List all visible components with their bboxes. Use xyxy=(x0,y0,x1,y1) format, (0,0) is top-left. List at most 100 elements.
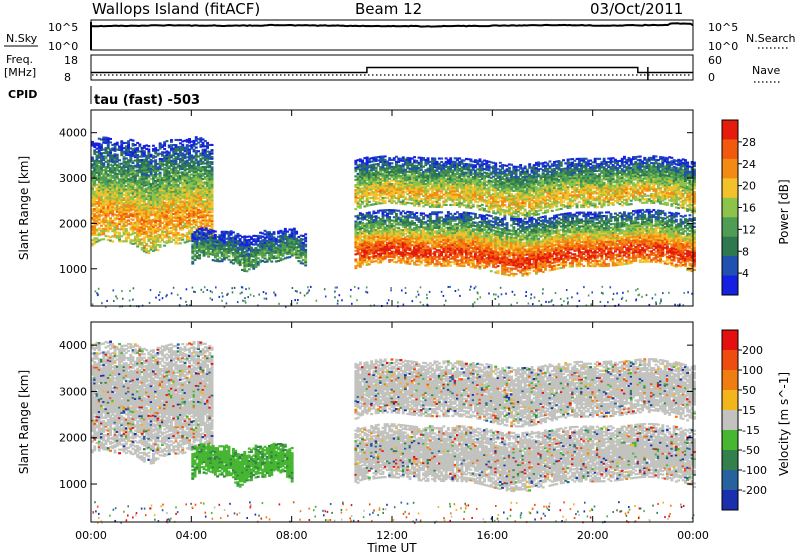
heatmap-cell xyxy=(172,171,176,174)
heatmap-cell xyxy=(172,228,176,231)
heatmap-cell xyxy=(115,148,119,151)
heatmap-cell xyxy=(91,239,94,242)
heatmap-cell xyxy=(203,219,207,222)
heatmap-cell xyxy=(140,233,144,236)
heatmap-cell xyxy=(163,230,167,233)
heatmap-cell xyxy=(124,221,128,224)
heatmap-cell xyxy=(176,197,180,200)
heatmap-cell xyxy=(120,197,124,200)
heatmap-cell xyxy=(386,226,389,229)
heatmap-cell xyxy=(181,204,185,207)
heatmap-cell xyxy=(152,182,155,185)
heatmap-cell xyxy=(358,260,362,263)
heatmap-cell xyxy=(174,182,178,185)
heatmap-cell xyxy=(406,257,410,260)
heatmap-cell xyxy=(138,191,142,194)
heatmap-cell xyxy=(238,239,242,242)
heatmap-cell xyxy=(259,231,262,234)
heatmap-cell xyxy=(176,214,180,217)
heatmap-cell xyxy=(97,196,101,199)
heatmap-cell xyxy=(172,173,176,176)
heatmap-cell xyxy=(206,164,209,167)
heatmap-cell xyxy=(386,236,389,239)
heatmap-cell xyxy=(386,229,389,232)
heatmap-cell xyxy=(118,173,121,176)
heatmap-cell xyxy=(127,223,130,226)
heatmap-cell xyxy=(417,263,421,266)
heatmap-cell xyxy=(370,240,374,243)
heatmap-cell xyxy=(91,234,94,237)
heatmap-cell xyxy=(113,167,117,170)
heatmap-cell xyxy=(270,245,274,248)
heatmap-cell xyxy=(172,168,176,171)
heatmap-cell xyxy=(279,245,283,248)
heatmap-cell xyxy=(283,229,287,232)
heatmap-cell xyxy=(181,221,185,224)
heatmap-cell xyxy=(234,238,238,241)
heatmap-cell xyxy=(277,232,280,235)
heatmap-cell xyxy=(183,148,187,151)
heatmap-cell xyxy=(170,232,173,235)
heatmap-cell xyxy=(97,199,101,202)
heatmap-cell xyxy=(204,234,208,237)
heatmap-cell xyxy=(154,219,158,222)
heatmap-cell xyxy=(225,242,229,245)
heatmap-cell xyxy=(190,164,194,167)
heatmap-cell xyxy=(367,251,371,254)
heatmap-cell xyxy=(245,235,249,238)
heatmap-cell xyxy=(106,188,110,191)
heatmap-cell xyxy=(381,249,385,252)
heatmap-cell xyxy=(200,246,204,249)
heatmap-cell xyxy=(109,189,112,192)
heatmap-cell xyxy=(211,259,215,262)
heatmap-cell xyxy=(356,223,360,226)
heatmap-cell xyxy=(395,221,398,224)
heatmap-cell xyxy=(404,241,407,244)
heatmap-cell xyxy=(386,233,389,236)
heatmap-cell xyxy=(152,179,155,182)
heatmap-cell xyxy=(100,154,103,157)
heatmap-cell xyxy=(129,150,133,153)
heatmap-cell xyxy=(234,246,238,249)
heatmap-cell xyxy=(109,239,112,242)
heatmap-cell xyxy=(358,226,362,229)
heatmap-cell xyxy=(286,240,289,243)
heatmap-cell xyxy=(142,226,146,229)
heatmap-cell xyxy=(210,185,214,188)
heatmap-cell xyxy=(131,177,135,180)
heatmap-cell xyxy=(204,227,208,230)
heatmap-cell xyxy=(397,251,401,254)
heatmap-cell xyxy=(100,192,103,195)
heatmap-cell xyxy=(174,144,178,147)
heatmap-cell xyxy=(270,246,274,249)
heatmap-cell xyxy=(295,241,299,244)
heatmap-cell xyxy=(104,167,108,170)
heatmap-cell xyxy=(192,198,196,201)
heatmap-cell xyxy=(158,201,162,204)
heatmap-cell xyxy=(210,216,214,219)
heatmap-cell xyxy=(279,252,283,255)
heatmap-cell xyxy=(381,240,385,243)
heatmap-cell xyxy=(149,165,153,168)
heatmap-cell xyxy=(194,156,198,159)
heatmap-cell xyxy=(93,166,97,169)
heatmap-cell xyxy=(106,183,110,186)
heatmap-cell xyxy=(204,246,208,249)
heatmap-cell xyxy=(200,234,204,237)
heatmap-cell xyxy=(147,220,151,223)
heatmap-cell xyxy=(140,228,144,231)
heatmap-cell xyxy=(372,246,376,249)
heatmap-cell xyxy=(93,208,97,211)
heatmap-cell xyxy=(170,156,173,159)
heatmap-cell xyxy=(113,229,117,232)
heatmap-cell xyxy=(469,215,473,218)
heatmap-cell xyxy=(413,263,416,266)
heatmap-cell xyxy=(124,198,128,201)
heatmap-cell xyxy=(295,256,299,259)
heatmap-cell xyxy=(250,258,253,261)
heatmap-cell xyxy=(167,241,171,244)
freq-left-tick-top: 18 xyxy=(64,54,78,67)
heatmap-cell xyxy=(97,175,101,178)
heatmap-cell xyxy=(188,162,191,165)
heatmap-cell xyxy=(147,238,151,241)
